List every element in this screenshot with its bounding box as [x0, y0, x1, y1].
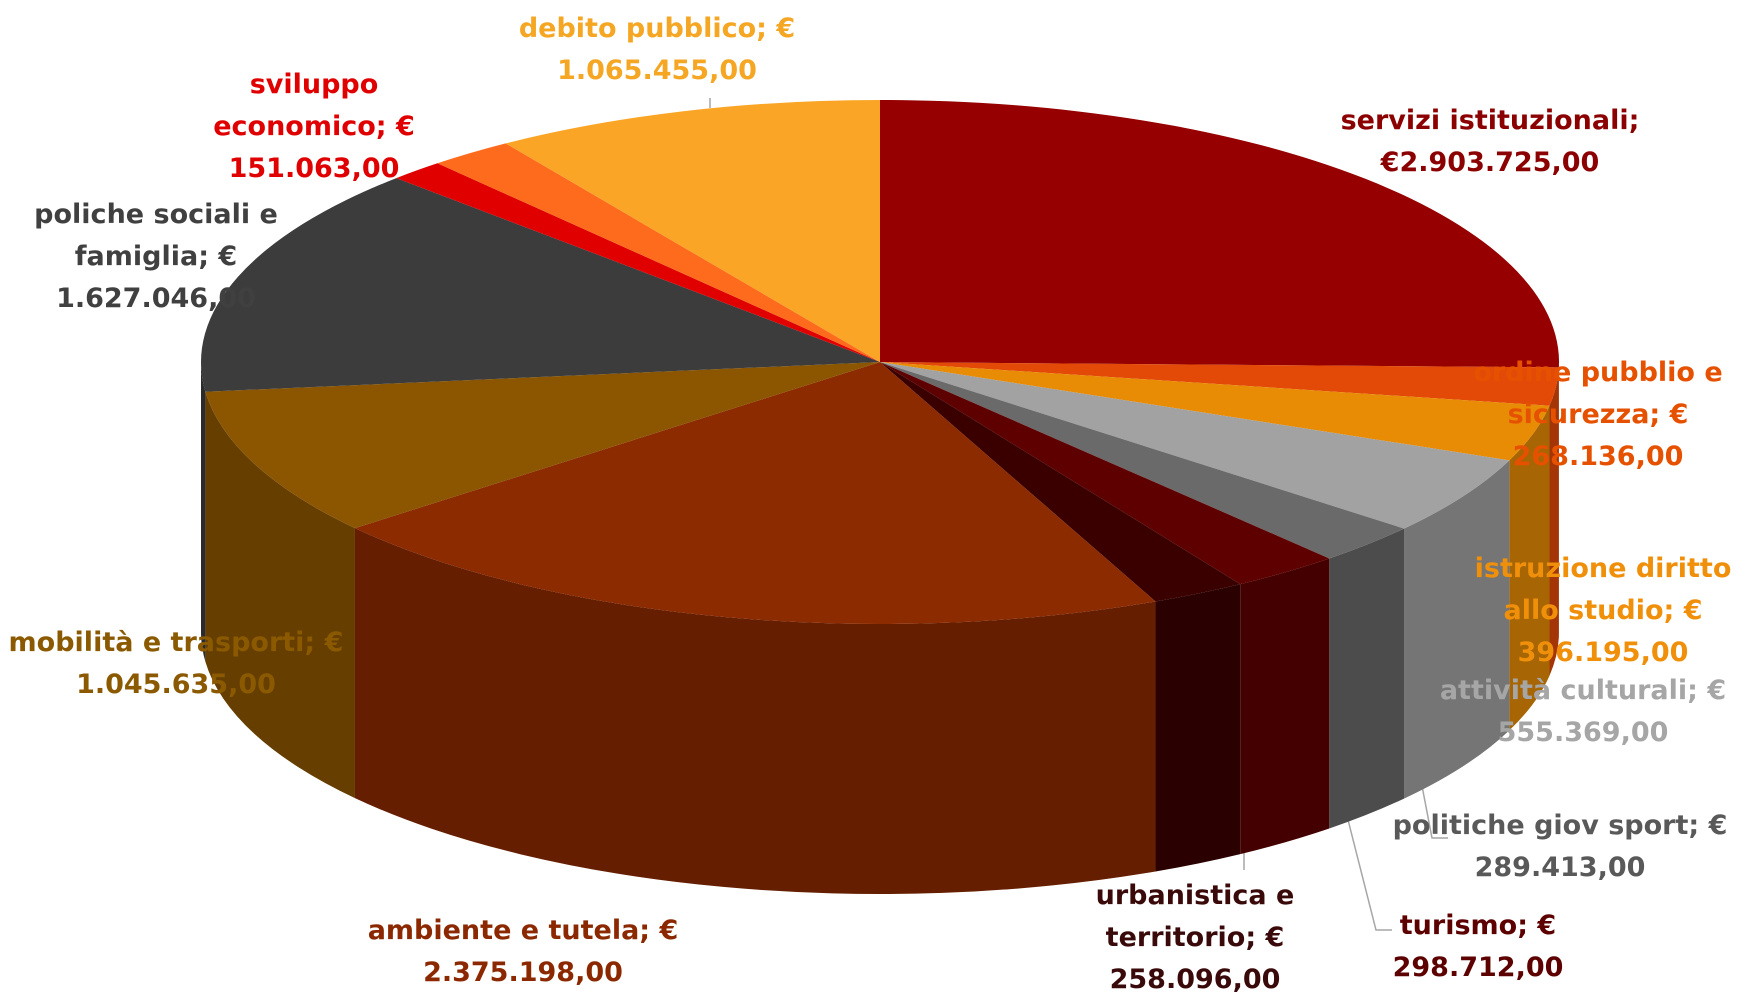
label-category: politiche giov sport;	[1393, 810, 1700, 841]
data-label: politiche giov sport; € 289.413,00	[1390, 805, 1730, 889]
data-label: turismo; € 298.712,00	[1368, 905, 1588, 989]
data-label: urbanistica e territorio; € 258.096,00	[1085, 875, 1305, 1001]
label-category: urbanistica e territorio;	[1096, 880, 1295, 953]
slice-side	[1240, 558, 1329, 854]
data-label: ambiente e tutela; € 2.375.198,00	[343, 910, 703, 994]
data-label: poliche sociali e famiglia; € 1.627.046,…	[6, 194, 306, 320]
label-value: €2.903.725,00	[1381, 147, 1600, 178]
label-category: attività culturali;	[1440, 675, 1698, 706]
label-category: turismo;	[1400, 910, 1528, 941]
label-category: poliche sociali e famiglia;	[34, 199, 278, 272]
data-label: servizi istituzionali; €2.903.725,00	[1310, 100, 1670, 184]
label-category: servizi istituzionali;	[1341, 105, 1640, 136]
label-category: sviluppo economico;	[213, 69, 386, 142]
data-label: ordine pubblio e sicurezza; € 268.136,00	[1448, 352, 1746, 478]
label-category: debito pubblico;	[519, 13, 767, 44]
slice-side	[201, 362, 205, 662]
slice-side	[1329, 529, 1404, 829]
label-category: ambiente e tutela;	[368, 915, 650, 946]
data-label: mobilità e trasporti; € 1.045.635,00	[0, 622, 356, 706]
data-label: attività culturali; € 555.369,00	[1418, 670, 1746, 754]
data-label: istruzione diritto allo studio; € 396.19…	[1453, 548, 1746, 674]
data-label: sviluppo economico; € 151.063,00	[179, 64, 449, 190]
label-category: mobilità e trasporti;	[9, 627, 316, 658]
data-label: debito pubblico; € 1.065.455,00	[477, 8, 837, 92]
slice-side	[1156, 584, 1241, 871]
